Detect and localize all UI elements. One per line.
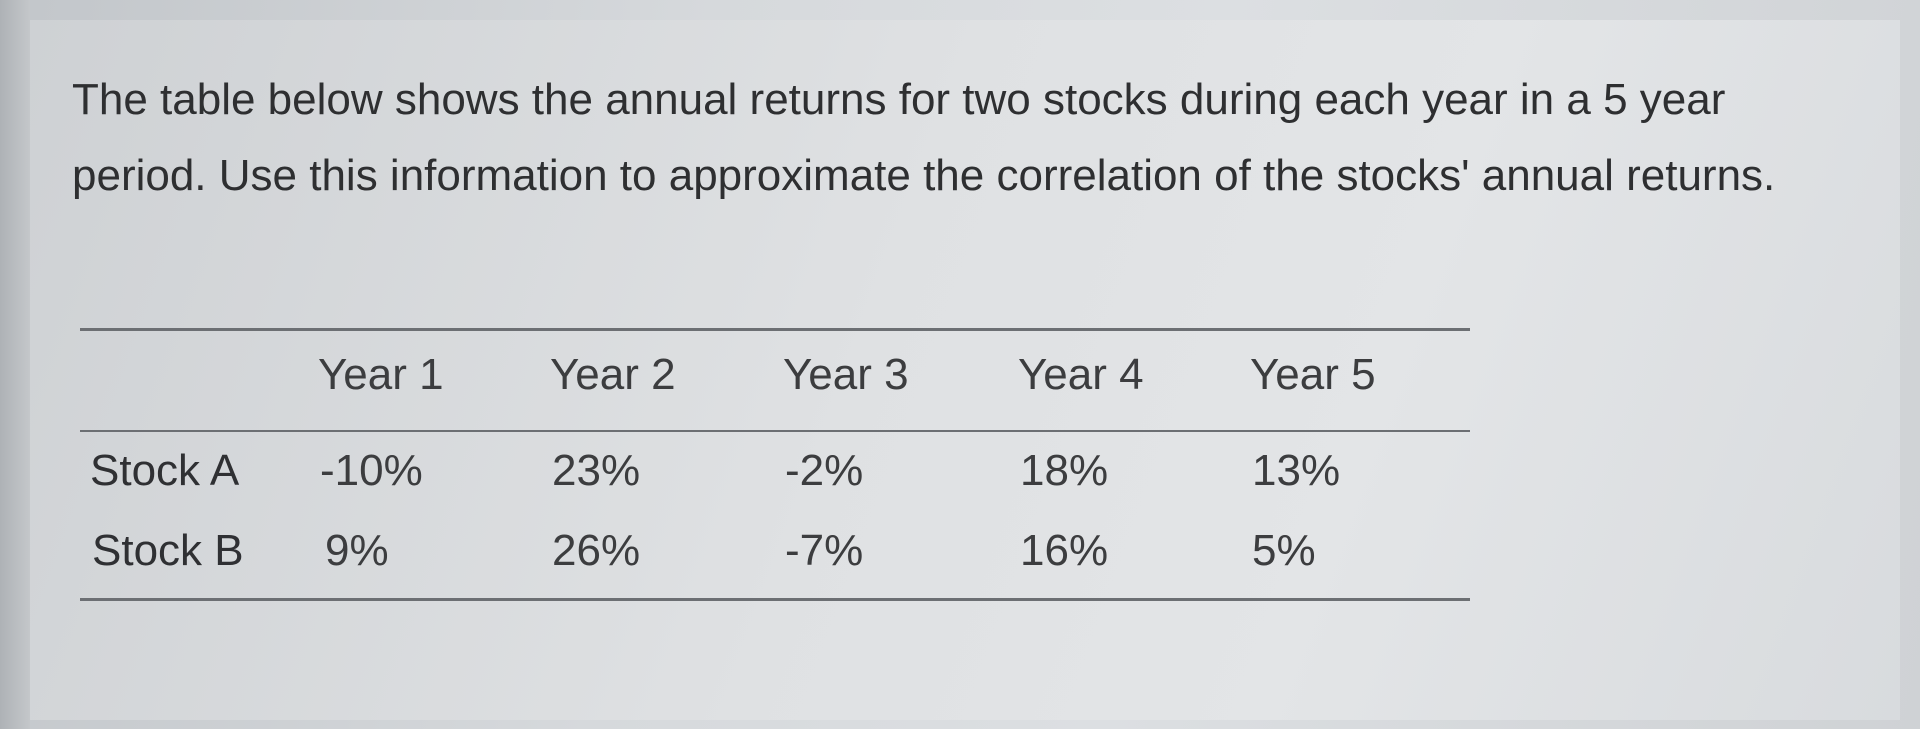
column-header-year-5: Year 5 bbox=[1250, 350, 1376, 399]
question-card bbox=[30, 20, 1900, 720]
cell-stock-b-year-5: 5% bbox=[1252, 526, 1316, 575]
column-header-year-3: Year 3 bbox=[783, 350, 909, 399]
cell-stock-a-year-2: 23% bbox=[552, 446, 641, 495]
table-top-rule bbox=[80, 328, 1470, 331]
cell-stock-a-year-3: -2% bbox=[785, 446, 864, 495]
cell-stock-a-year-5: 13% bbox=[1252, 446, 1341, 495]
cell-stock-b-year-4: 16% bbox=[1020, 526, 1109, 575]
row-label-stock-a: Stock A bbox=[90, 446, 240, 495]
column-header-year-2: Year 2 bbox=[550, 350, 676, 399]
column-header-year-4: Year 4 bbox=[1018, 350, 1144, 399]
cell-stock-b-year-3: -7% bbox=[785, 526, 864, 575]
row-label-stock-b: Stock B bbox=[92, 526, 244, 575]
table-header-rule bbox=[80, 430, 1470, 432]
table-bottom-rule bbox=[80, 598, 1470, 601]
cell-stock-b-year-2: 26% bbox=[552, 526, 641, 575]
question-text: The table below shows the annual returns… bbox=[72, 75, 1776, 200]
cell-stock-a-year-4: 18% bbox=[1020, 446, 1109, 495]
cell-stock-a-year-1: -10% bbox=[320, 446, 423, 495]
returns-table: Year 1 Year 2 Year 3 Year 4 Year 5 Stock… bbox=[80, 328, 1470, 604]
cell-stock-b-year-1: 9% bbox=[325, 526, 389, 575]
column-header-year-1: Year 1 bbox=[318, 350, 444, 399]
window-edge bbox=[0, 0, 30, 729]
